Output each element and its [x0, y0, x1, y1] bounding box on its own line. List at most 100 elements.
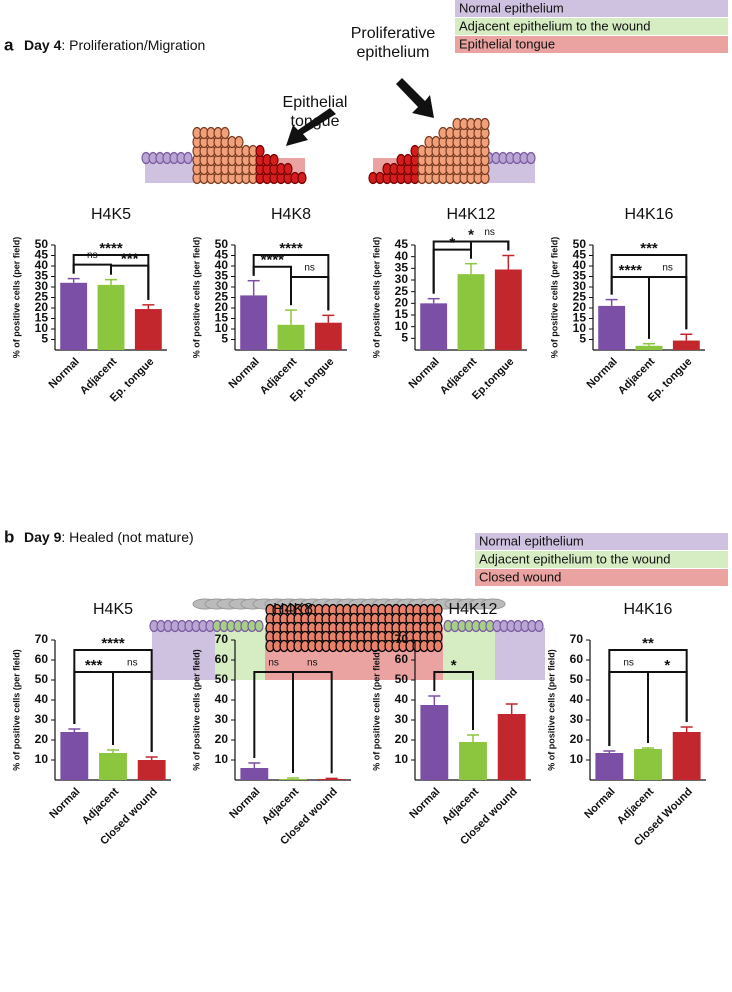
y-tick-label: 15 — [215, 311, 229, 325]
y-tick-label: 60 — [395, 652, 409, 666]
legend-swatch — [475, 569, 728, 586]
cell — [254, 619, 264, 633]
day: Day 4 — [24, 37, 62, 53]
significance-label: ** — [642, 635, 654, 652]
y-tick-label: 10 — [35, 321, 49, 335]
y-tick-label: 50 — [395, 672, 409, 686]
heading-text: : Healed (not mature) — [61, 529, 193, 545]
significance-bracket — [648, 276, 688, 339]
legend-swatch — [455, 0, 728, 17]
y-tick-label: 45 — [573, 248, 587, 262]
y-axis-label: % of positive cells (per field) — [191, 237, 201, 359]
chart-title: H4K16 — [625, 206, 674, 223]
x-tick-label: Normal — [47, 786, 82, 821]
y-tick-label: 30 — [215, 712, 229, 726]
y-tick-label: 20 — [35, 732, 49, 746]
x-tick-label: Normal — [407, 356, 442, 391]
y-tick-label: 10 — [35, 752, 49, 766]
cell — [297, 171, 307, 185]
bar — [635, 345, 663, 350]
bar — [420, 705, 449, 780]
bar — [598, 305, 626, 350]
bar — [672, 340, 700, 350]
y-tick-label: 70 — [570, 632, 584, 646]
y-tick-label: 25 — [215, 290, 229, 304]
chart-title: H4K12 — [449, 601, 498, 618]
bar — [459, 742, 487, 780]
y-tick-label: 30 — [35, 279, 49, 293]
legend-swatch — [455, 36, 728, 53]
legend-swatch — [455, 18, 728, 35]
panel-label: b — [4, 527, 14, 546]
y-tick-label: 20 — [395, 732, 409, 746]
y-tick-label: 5 — [401, 331, 408, 345]
y-tick-label: 35 — [215, 269, 229, 283]
y-tick-label: 5 — [41, 332, 48, 346]
y-tick-label: 45 — [215, 248, 229, 262]
arrow — [286, 108, 336, 146]
legend-swatch — [475, 551, 728, 568]
y-tick-label: 70 — [395, 632, 409, 646]
y-axis-label: % of positive cells (per field) — [546, 649, 556, 771]
significance-label: **** — [99, 240, 123, 257]
significance-label: * — [664, 657, 670, 674]
y-tick-label: 10 — [395, 319, 409, 333]
y-tick-label: 5 — [579, 332, 586, 346]
cell — [220, 126, 230, 140]
cell — [433, 639, 443, 653]
y-axis-label: % of positive cells (per field) — [549, 237, 559, 359]
y-tick-label: 40 — [35, 692, 49, 706]
significance-label: ns — [268, 658, 279, 669]
y-axis-label: % of positive cells (per field) — [371, 237, 381, 359]
significance-label: *** — [640, 240, 658, 257]
y-tick-label: 10 — [395, 752, 409, 766]
legend-label: Normal epithelium — [459, 0, 564, 15]
significance-label: ns — [127, 658, 138, 669]
y-tick-label: 10 — [573, 321, 587, 335]
bar — [457, 274, 485, 350]
significance-bracket — [72, 263, 112, 275]
y-tick-label: 30 — [395, 272, 409, 286]
y-tick-label: 70 — [35, 632, 49, 646]
y-tick-label: 10 — [215, 752, 229, 766]
y-tick-label: 70 — [215, 632, 229, 646]
significance-label: * — [468, 226, 474, 243]
significance-label: * — [451, 657, 457, 674]
chart-title: H4K5 — [93, 601, 133, 618]
chart-title: H4K5 — [91, 206, 131, 223]
significance-label: ns — [307, 658, 318, 669]
bar — [420, 303, 448, 350]
x-tick-label: Normal — [585, 356, 620, 391]
x-tick-label: Normal — [47, 356, 82, 391]
y-tick-label: 30 — [35, 712, 49, 726]
y-tick-label: 50 — [215, 672, 229, 686]
y-tick-label: 40 — [573, 258, 587, 272]
y-axis-label: % of positive cells (per field) — [191, 649, 201, 771]
y-axis-label: % of positive cells (per field) — [11, 237, 21, 359]
bar — [634, 749, 662, 780]
x-tick-label: Normal — [227, 356, 262, 391]
annotation: Proliferative epithelium — [350, 25, 436, 61]
y-tick-label: 30 — [395, 712, 409, 726]
chart-title: H4K16 — [624, 601, 673, 618]
panel-label: a — [4, 35, 14, 54]
significance-label: *** — [85, 657, 103, 674]
bar — [314, 322, 342, 350]
panel-heading: Day 4: Proliferation/Migration — [24, 37, 205, 53]
y-tick-label: 5 — [221, 332, 228, 346]
y-tick-label: 50 — [570, 672, 584, 686]
cell — [269, 153, 279, 167]
y-tick-label: 25 — [395, 284, 409, 298]
significance-bracket — [433, 671, 474, 730]
y-tick-label: 10 — [215, 321, 229, 335]
y-tick-label: 60 — [215, 652, 229, 666]
y-tick-label: 50 — [573, 237, 587, 251]
y-tick-label: 25 — [573, 290, 587, 304]
y-tick-label: 15 — [35, 311, 49, 325]
bar — [317, 779, 346, 780]
x-tick-label: Normal — [227, 786, 262, 821]
day: Day 9 — [24, 529, 62, 545]
y-tick-label: 20 — [573, 300, 587, 314]
x-tick-label: Normal — [407, 786, 442, 821]
bar — [279, 779, 307, 780]
